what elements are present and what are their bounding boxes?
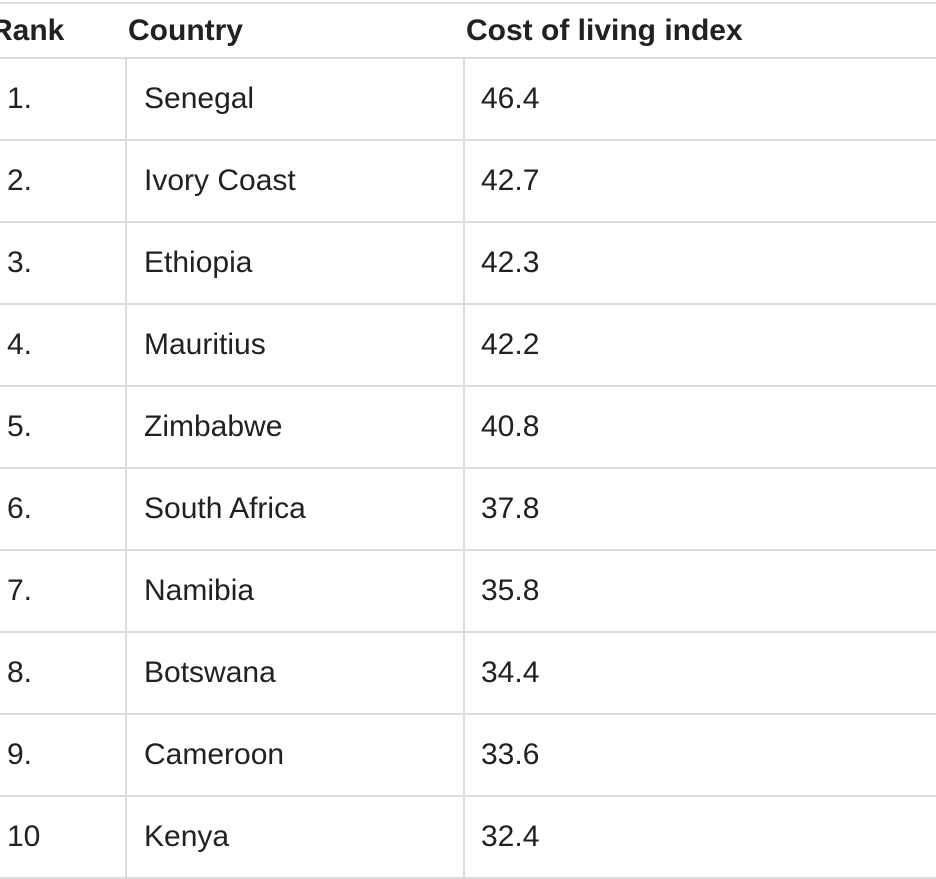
cell-country: Namibia — [125, 550, 464, 633]
header-row: Rank Country Cost of living index — [0, 2, 936, 59]
cell-rank: 8. — [0, 632, 126, 715]
cell-index: 46.4 — [463, 58, 936, 141]
table-row: 7. Namibia 35.8 — [0, 550, 936, 633]
cell-country: Senegal — [125, 58, 464, 141]
cell-rank: 2. — [0, 140, 126, 223]
table-body: 1. Senegal 46.4 2. Ivory Coast 42.7 3. E… — [0, 58, 936, 879]
header-country: Country — [126, 2, 464, 59]
cell-country: Zimbabwe — [125, 386, 464, 469]
table-row: 8. Botswana 34.4 — [0, 632, 936, 715]
cell-index: 37.8 — [463, 468, 936, 551]
cell-country: Botswana — [125, 632, 464, 715]
cell-country: Ivory Coast — [125, 140, 464, 223]
cell-rank: 10 — [0, 796, 126, 879]
table-row: 6. South Africa 37.8 — [0, 468, 936, 551]
header-cost-of-living-index: Cost of living index — [464, 2, 936, 59]
cell-country: Mauritius — [125, 304, 464, 387]
cell-index: 42.7 — [463, 140, 936, 223]
table-row: 4. Mauritius 42.2 — [0, 304, 936, 387]
cell-rank: 6. — [0, 468, 126, 551]
cell-index: 34.4 — [463, 632, 936, 715]
cell-rank: 4. — [0, 304, 126, 387]
cell-country: Cameroon — [125, 714, 464, 797]
table-row: 9. Cameroon 33.6 — [0, 714, 936, 797]
table-header: Rank Country Cost of living index — [0, 2, 936, 59]
table-row: 3. Ethiopia 42.3 — [0, 222, 936, 305]
cell-rank: 1. — [0, 58, 126, 141]
table-row: 10 Kenya 32.4 — [0, 796, 936, 879]
cell-index: 42.3 — [463, 222, 936, 305]
cell-rank: 5. — [0, 386, 126, 469]
cell-index: 35.8 — [463, 550, 936, 633]
cell-index: 32.4 — [463, 796, 936, 879]
cell-index: 33.6 — [463, 714, 936, 797]
table-row: 2. Ivory Coast 42.7 — [0, 140, 936, 223]
table-row: 5. Zimbabwe 40.8 — [0, 386, 936, 469]
cell-rank: 9. — [0, 714, 126, 797]
cell-rank: 3. — [0, 222, 126, 305]
table-row: 1. Senegal 46.4 — [0, 58, 936, 141]
cell-index: 40.8 — [463, 386, 936, 469]
cell-country: South Africa — [125, 468, 464, 551]
cell-rank: 7. — [0, 550, 126, 633]
cell-country: Ethiopia — [125, 222, 464, 305]
cell-index: 42.2 — [463, 304, 936, 387]
header-rank: Rank — [0, 2, 126, 59]
cell-country: Kenya — [125, 796, 464, 879]
